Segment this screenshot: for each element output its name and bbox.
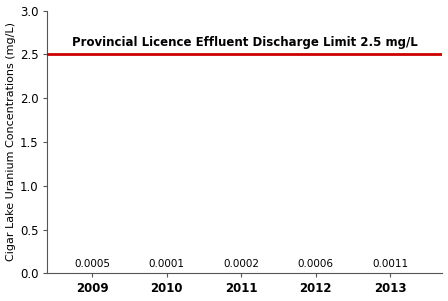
Y-axis label: Cigar Lake Uranium Concentrations (mg/L): Cigar Lake Uranium Concentrations (mg/L): [5, 23, 16, 262]
Text: Provincial Licence Effluent Discharge Limit 2.5 mg/L: Provincial Licence Effluent Discharge Li…: [72, 36, 418, 49]
Text: 0.0001: 0.0001: [149, 259, 185, 269]
Text: 0.0011: 0.0011: [372, 259, 408, 269]
Text: 0.0002: 0.0002: [223, 259, 259, 269]
Text: 0.0005: 0.0005: [74, 259, 110, 269]
Text: 0.0006: 0.0006: [298, 259, 334, 269]
